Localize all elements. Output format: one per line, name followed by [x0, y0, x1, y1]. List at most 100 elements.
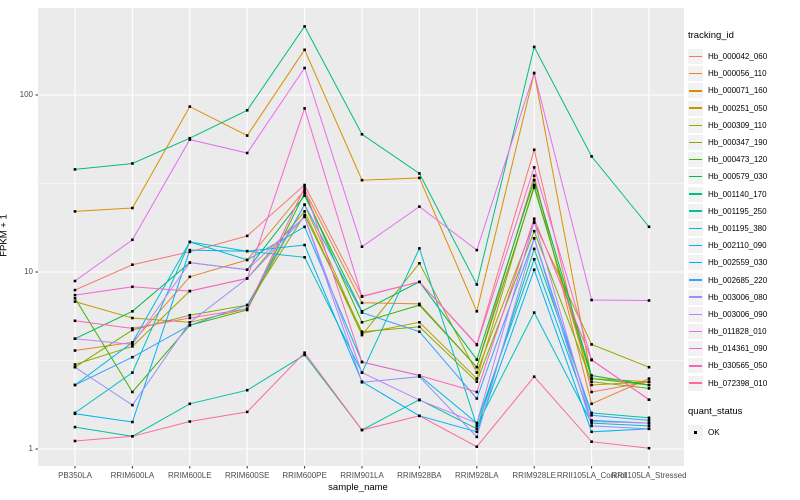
- legend-title-quant-status: quant_status: [688, 405, 743, 417]
- data-point: [131, 345, 134, 348]
- legend-key-icon: [688, 117, 703, 133]
- data-point: [73, 319, 77, 323]
- data-point: [245, 307, 249, 310]
- data-point: [188, 136, 192, 140]
- data-point: [647, 299, 651, 302]
- data-point: [303, 107, 306, 110]
- data-point: [475, 424, 479, 428]
- data-point: [360, 133, 364, 136]
- y-tick-label: 1: [28, 444, 33, 453]
- data-point: [131, 371, 134, 374]
- legend-entry-Hb_000347_190: Hb_000347_190: [688, 134, 800, 151]
- data-point: [303, 353, 306, 357]
- legend-entry-Hb_001195_380: Hb_001195_380: [688, 220, 800, 237]
- data-point: [647, 424, 651, 428]
- legend-entry-label: Hb_000309_110: [708, 120, 767, 130]
- data-point: [303, 243, 306, 247]
- data-point: [188, 250, 192, 254]
- data-point: [475, 248, 479, 252]
- data-point: [303, 225, 306, 229]
- legend-entry-Hb_030565_050: Hb_030565_050: [688, 357, 800, 374]
- legend-tracking-id-entries: Hb_000042_060 Hb_000056_110 Hb_000071_160 H…: [688, 48, 800, 392]
- legend-entry-Hb_002685_220: Hb_002685_220: [688, 271, 800, 288]
- data-point: [532, 375, 536, 378]
- data-point: [647, 419, 651, 422]
- legend-key-icon: [688, 66, 703, 82]
- legend-key-icon: [688, 272, 703, 288]
- legend-entry-Hb_002110_090: Hb_002110_090: [688, 237, 800, 254]
- legend-key-icon: [688, 135, 703, 151]
- data-point: [303, 25, 306, 28]
- legend-entry-Hb_000056_110: Hb_000056_110: [688, 65, 800, 82]
- data-point: [131, 435, 134, 438]
- data-point: [131, 263, 134, 266]
- data-point: [131, 328, 134, 332]
- x-tick-label: RRIM928BA: [397, 471, 442, 480]
- data-point: [532, 148, 536, 152]
- data-point: [73, 349, 77, 352]
- data-point: [303, 194, 306, 197]
- legend-key-icon: [688, 152, 703, 168]
- data-point: [590, 377, 593, 380]
- data-point: [590, 411, 593, 415]
- legend-entry-label: Hb_001140_170: [708, 189, 767, 199]
- legend-entry-label: Hb_000251_050: [708, 103, 768, 113]
- data-point: [303, 188, 306, 192]
- data-point: [647, 365, 651, 369]
- data-point: [360, 332, 364, 335]
- data-point: [647, 416, 651, 420]
- data-point: [647, 225, 651, 229]
- legend-entry-Hb_011828_010: Hb_011828_010: [688, 323, 800, 340]
- data-point: [647, 383, 651, 387]
- legend-key-icon: [688, 289, 703, 305]
- quant-status-label: OK: [708, 427, 720, 437]
- data-point: [360, 360, 364, 364]
- data-point: [590, 440, 593, 443]
- data-point: [73, 293, 77, 297]
- data-point: [188, 138, 192, 141]
- legend-entry-Hb_003006_080: Hb_003006_080: [688, 289, 800, 306]
- data-point: [532, 247, 536, 251]
- data-point: [590, 390, 593, 394]
- data-point: [360, 381, 364, 384]
- data-point: [188, 324, 192, 327]
- legend-entry-Hb_000309_110: Hb_000309_110: [688, 117, 800, 134]
- data-point: [532, 166, 536, 169]
- data-point: [245, 249, 249, 253]
- legend: tracking_id Hb_000042_060 Hb_000056_110 Hb…: [688, 30, 800, 441]
- data-point: [418, 172, 421, 175]
- data-point: [131, 327, 134, 330]
- data-point: [360, 321, 364, 324]
- legend-key-icon: [688, 341, 703, 357]
- legend-entry-Hb_002559_030: Hb_002559_030: [688, 254, 800, 271]
- x-tick-label: RRIM928LE: [512, 471, 556, 480]
- data-point: [532, 220, 536, 223]
- data-point: [532, 45, 536, 49]
- data-point: [360, 330, 364, 333]
- data-point: [418, 321, 421, 324]
- data-point: [131, 206, 134, 210]
- data-point: [532, 174, 536, 177]
- legend-key-icon: [688, 83, 703, 99]
- data-point: [418, 303, 421, 307]
- data-point: [360, 371, 364, 374]
- quant-status-key-icon: [688, 424, 703, 440]
- x-tick-label: RRIM600LE: [168, 471, 212, 480]
- data-point: [73, 383, 77, 387]
- data-point: [131, 310, 134, 313]
- legend-key-icon: [688, 306, 703, 322]
- x-axis-title: sample_name: [328, 482, 388, 493]
- legend-entry-label: Hb_000056_110: [708, 69, 767, 79]
- legend-entry-label: Hb_011828_010: [708, 327, 767, 337]
- data-point: [73, 279, 77, 283]
- x-tick-label: RRIM600PE: [282, 471, 327, 480]
- legend-entry-Hb_000251_050: Hb_000251_050: [688, 100, 800, 117]
- x-tick-label: PB350LA: [58, 471, 92, 480]
- data-point: [245, 258, 249, 262]
- legend-key-icon: [688, 100, 703, 116]
- legend-entry-label: Hb_003006_080: [708, 292, 768, 302]
- data-point: [73, 439, 77, 443]
- data-point: [131, 403, 134, 407]
- data-point: [188, 248, 192, 252]
- data-point: [475, 380, 479, 383]
